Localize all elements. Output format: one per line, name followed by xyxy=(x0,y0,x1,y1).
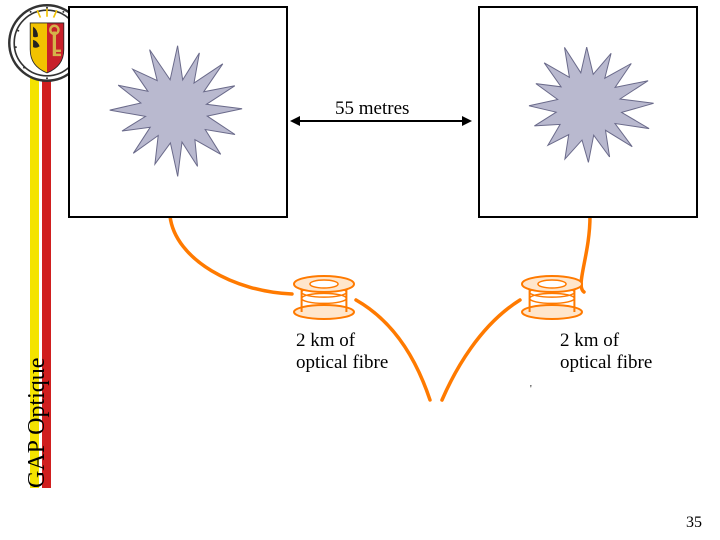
starburst-left xyxy=(106,40,246,180)
fibre-label-left-line1: 2 km of xyxy=(296,330,355,351)
fibre-label-right: 2 km of optical fibre xyxy=(560,330,652,374)
fibre-label-left-line2: optical fibre xyxy=(296,352,388,373)
distance-arrow-head-right xyxy=(462,116,472,126)
fibre-spool-right xyxy=(520,272,584,320)
stray-mark: ' xyxy=(530,384,532,395)
fibre-label-right-line1: 2 km of xyxy=(560,330,619,351)
starburst-right xyxy=(518,35,658,175)
distance-label: 55 metres xyxy=(335,98,409,120)
fibre-label-right-line2: optical fibre xyxy=(560,352,652,373)
fibre-label-left: 2 km of optical fibre xyxy=(296,330,388,374)
gap-optique-label: GAP Optique xyxy=(24,358,51,488)
fibre-spool-left xyxy=(292,272,356,320)
slide-number: 35 xyxy=(686,514,702,532)
distance-arrow-line xyxy=(298,120,464,122)
